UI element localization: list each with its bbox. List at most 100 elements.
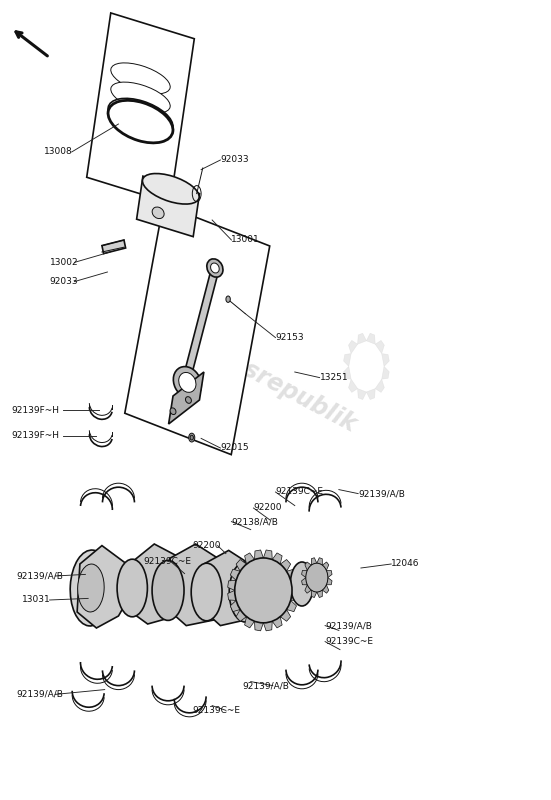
Ellipse shape	[152, 207, 164, 218]
Polygon shape	[272, 617, 282, 628]
Text: 92033: 92033	[220, 155, 249, 165]
Polygon shape	[236, 559, 246, 571]
Text: 92139C~E: 92139C~E	[325, 637, 373, 646]
Ellipse shape	[226, 296, 230, 302]
Text: 92139C~E: 92139C~E	[276, 487, 323, 497]
Ellipse shape	[108, 98, 173, 137]
Polygon shape	[228, 580, 236, 590]
Ellipse shape	[360, 357, 373, 376]
Ellipse shape	[207, 259, 223, 277]
Polygon shape	[382, 366, 389, 379]
Polygon shape	[311, 558, 317, 565]
Ellipse shape	[306, 563, 328, 592]
Text: 92139/A/B: 92139/A/B	[358, 489, 405, 498]
Ellipse shape	[70, 550, 112, 626]
Text: partsrepublik: partsrepublik	[190, 331, 361, 437]
Polygon shape	[301, 570, 307, 578]
Polygon shape	[287, 569, 296, 580]
Text: 92153: 92153	[276, 333, 304, 342]
Polygon shape	[102, 240, 126, 254]
Text: 92139/A/B: 92139/A/B	[242, 681, 289, 690]
Polygon shape	[280, 559, 290, 571]
Polygon shape	[255, 550, 263, 559]
Ellipse shape	[186, 397, 191, 403]
Text: 92139F~H: 92139F~H	[11, 406, 59, 415]
Polygon shape	[255, 622, 263, 631]
Polygon shape	[322, 585, 329, 594]
Text: 92138/A/B: 92138/A/B	[231, 517, 278, 526]
Text: 92200: 92200	[253, 503, 282, 513]
Polygon shape	[375, 379, 385, 393]
Polygon shape	[128, 544, 190, 624]
Polygon shape	[358, 389, 366, 399]
Polygon shape	[366, 334, 375, 344]
Polygon shape	[326, 570, 332, 578]
Polygon shape	[263, 622, 272, 631]
Ellipse shape	[188, 434, 195, 442]
Polygon shape	[125, 205, 270, 454]
Text: 13251: 13251	[320, 373, 348, 382]
Text: 13031: 13031	[22, 595, 51, 605]
Polygon shape	[290, 580, 299, 590]
Polygon shape	[348, 379, 358, 393]
Polygon shape	[263, 550, 272, 559]
Polygon shape	[77, 546, 132, 628]
Ellipse shape	[179, 373, 196, 392]
Text: 13002: 13002	[50, 258, 78, 267]
Polygon shape	[305, 562, 311, 570]
Polygon shape	[230, 601, 240, 612]
Text: 13001: 13001	[231, 235, 260, 245]
Polygon shape	[228, 590, 236, 601]
Text: 13008: 13008	[44, 147, 73, 157]
Ellipse shape	[143, 174, 199, 204]
Ellipse shape	[108, 100, 173, 143]
Text: 92139/A/B: 92139/A/B	[325, 621, 372, 630]
Polygon shape	[344, 354, 351, 366]
Polygon shape	[203, 550, 258, 626]
Text: 12046: 12046	[391, 559, 420, 569]
Text: 92139F~H: 92139F~H	[11, 431, 59, 441]
Polygon shape	[366, 389, 375, 399]
Polygon shape	[382, 354, 389, 366]
Polygon shape	[287, 601, 296, 612]
Polygon shape	[137, 176, 199, 237]
Ellipse shape	[152, 560, 184, 621]
Text: 92139/A/B: 92139/A/B	[17, 571, 63, 581]
Polygon shape	[87, 13, 195, 203]
Ellipse shape	[190, 435, 193, 440]
Text: 92015: 92015	[220, 443, 249, 453]
Polygon shape	[344, 366, 351, 379]
Ellipse shape	[78, 564, 104, 612]
Polygon shape	[169, 372, 204, 424]
Polygon shape	[245, 553, 255, 564]
Polygon shape	[305, 585, 311, 594]
Text: 92139C~E: 92139C~E	[143, 557, 191, 566]
Polygon shape	[317, 558, 322, 565]
Text: 92139C~E: 92139C~E	[193, 706, 241, 715]
Polygon shape	[290, 590, 299, 601]
Ellipse shape	[111, 63, 170, 94]
Text: 92033: 92033	[50, 277, 78, 286]
Polygon shape	[236, 610, 246, 622]
Ellipse shape	[111, 82, 170, 113]
Polygon shape	[182, 264, 220, 382]
Polygon shape	[245, 617, 255, 628]
Polygon shape	[322, 562, 329, 570]
Ellipse shape	[170, 408, 176, 414]
Polygon shape	[230, 569, 240, 580]
Polygon shape	[311, 590, 317, 598]
Ellipse shape	[210, 263, 219, 273]
Ellipse shape	[229, 562, 261, 622]
Polygon shape	[348, 340, 358, 354]
Ellipse shape	[174, 366, 201, 398]
Ellipse shape	[235, 558, 292, 623]
Text: 92139/A/B: 92139/A/B	[17, 690, 63, 699]
Polygon shape	[317, 590, 322, 598]
Text: 92200: 92200	[193, 541, 222, 550]
Polygon shape	[375, 340, 385, 354]
Polygon shape	[272, 553, 282, 564]
Ellipse shape	[290, 562, 314, 606]
Ellipse shape	[191, 563, 222, 621]
Ellipse shape	[117, 559, 148, 617]
Polygon shape	[326, 578, 332, 585]
